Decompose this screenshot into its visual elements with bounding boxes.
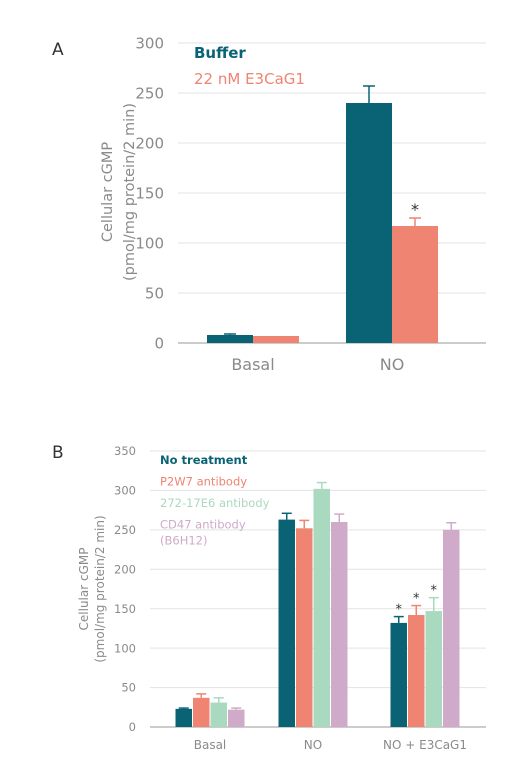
panel-b-legend-entry-line: P2W7 antibody [160,475,247,489]
panel-a-y-tick-label: 200 [135,134,164,152]
panel-b-x-tick-label: NO [304,738,322,752]
panel-a-y-tick-label: 300 [135,34,164,52]
panel-b-bar [193,697,210,727]
panel-a-y-tick-label: 50 [145,284,164,302]
panel-b-bar [390,622,407,727]
panel-b-significance-marker: * [413,592,420,607]
panel-b-legend-entry: 272-17E6 antibody [160,496,270,510]
panel-b-legend-entry-line: CD47 antibody [160,518,246,532]
panel-b-legend-entry: P2W7 antibody [160,475,247,489]
panel-b-y-tick-label: 150 [114,602,136,616]
panel-b-y-tick-label: 200 [114,562,136,576]
panel-a-bar [346,103,392,343]
panel-b-bar [408,615,425,727]
panel-b-bar [425,611,442,727]
panel-b-significance-marker: * [396,603,403,618]
panel-b-y-tick-label: 50 [121,681,136,695]
panel-b-y-axis-title-line: Cellular cGMP [77,548,91,631]
panel-a-x-tick-label: Basal [231,355,274,374]
panel-b-bar [175,708,192,727]
panel-a-significance-marker: * [411,200,419,219]
panel-b-y-axis-title: Cellular cGMP (pmol/mg protein/2 min) [77,515,107,662]
panel-b-x-tick-label: Basal [194,738,227,752]
panel-b-bar [313,488,330,727]
panel-a-y-tick-label: 0 [154,334,164,352]
panel-b-y-tick-label: 350 [114,444,136,458]
panel-b-label: B [52,443,64,463]
panel-a-label: A [52,40,64,60]
panel-b-bar [278,519,295,727]
panel-a-y-tick-label: 100 [135,234,164,252]
panel-b-bar [443,529,460,727]
panel-a-bar [207,335,253,343]
panel-a-y-tick-label: 150 [135,184,164,202]
panel-b-bar [228,709,245,727]
panel-a-y-axis-title-line: (pmol/mg protein/2 min) [122,103,138,281]
panel-a-legend-entry: 22 nM E3CaG1 [194,70,305,88]
panel-b-y-tick-label: 250 [114,523,136,537]
panel-a-bar [253,336,299,343]
panel-b-legend-entry: CD47 antibody (B6H12) [160,518,246,548]
panel-a-legend-entry: Buffer [194,44,246,62]
panel-a-bar [392,226,438,343]
panel-a-legend-entry-line: 22 nM E3CaG1 [194,70,305,88]
panel-b-bar [296,528,313,727]
panel-b-legend-entry-line: 272-17E6 antibody [160,496,270,510]
panel-b-legend-entry-line: (B6H12) [160,534,207,548]
panel-b-x-tick-label: NO + E3CaG1 [383,738,467,752]
panel-a-x-tick-label: NO [380,355,405,374]
panel-b-legend-entry-line: No treatment [160,453,248,467]
panel-a-y-tick-label: 250 [135,84,164,102]
panel-b-y-tick-label: 0 [129,720,136,734]
panel-b-bar [210,702,227,727]
panel-b-y-tick-label: 300 [114,484,136,498]
panel-a-y-axis-title: Cellular cGMP (pmol/mg protein/2 min) [100,103,138,281]
panel-b-y-tick-label: 100 [114,641,136,655]
panel-b-legend-entry: No treatment [160,453,248,467]
panel-b-bar [331,521,348,727]
panel-b-y-axis-title-line: (pmol/mg protein/2 min) [93,515,107,662]
panel-b-significance-marker: * [431,584,438,599]
panel-a-legend-entry-line: Buffer [194,44,246,62]
panel-a-y-axis-title-line: Cellular cGMP [100,142,116,242]
